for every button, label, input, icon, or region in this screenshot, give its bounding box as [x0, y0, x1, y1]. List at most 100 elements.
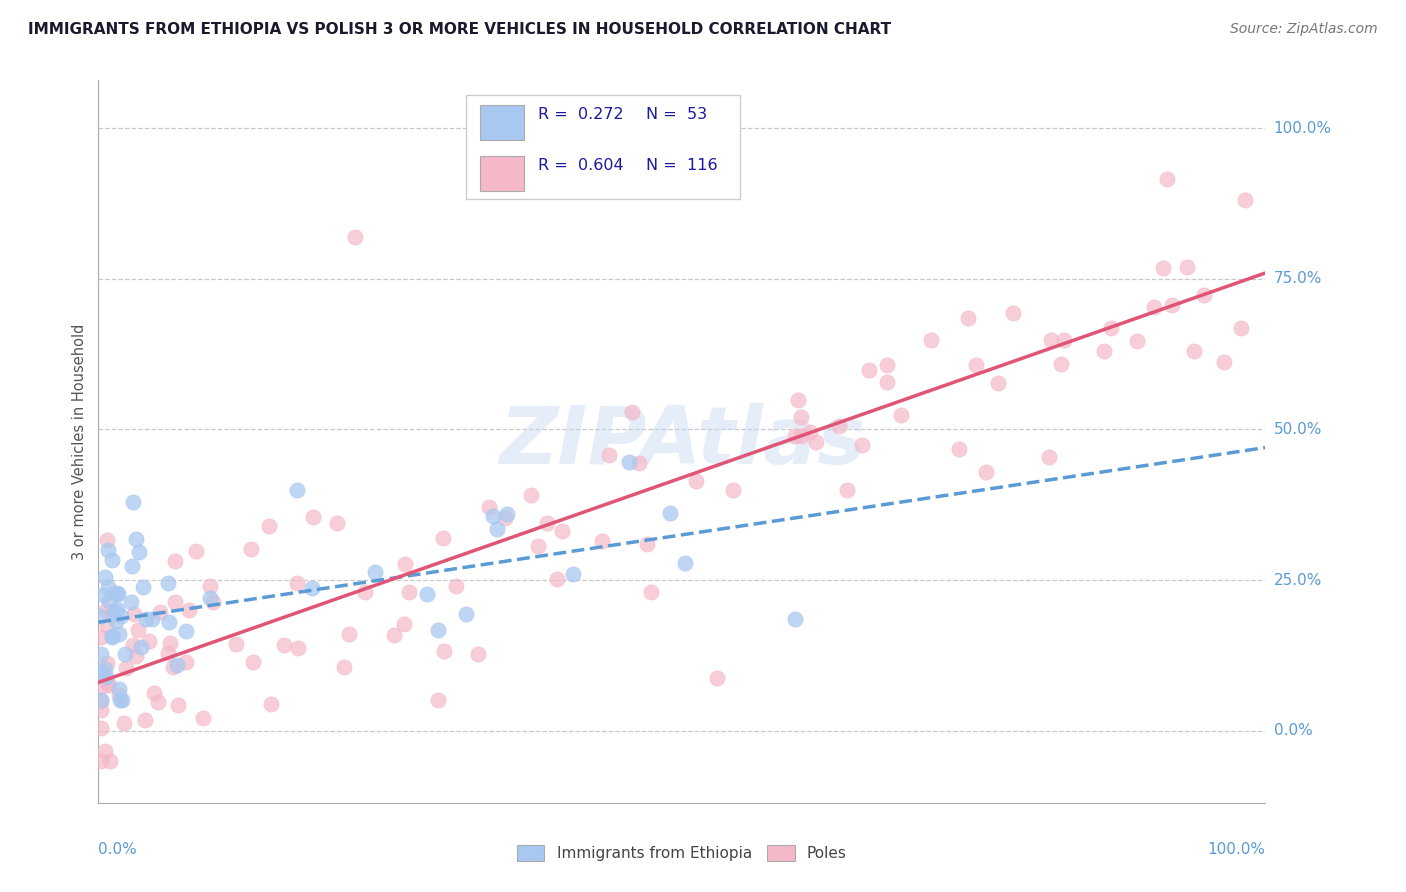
Text: N =  116: N = 116	[645, 159, 717, 173]
Point	[1160, 298, 1182, 312]
Text: N =  53: N = 53	[645, 107, 707, 122]
Point	[835, 483, 858, 497]
Point	[1156, 171, 1178, 186]
Point	[920, 333, 942, 347]
Point	[1143, 300, 1166, 314]
Point	[104, 604, 127, 618]
Point	[974, 465, 997, 479]
Point	[1050, 357, 1073, 371]
Point	[519, 488, 541, 502]
Point	[598, 448, 620, 462]
Point	[301, 581, 323, 595]
Point	[125, 532, 148, 546]
Point	[285, 575, 308, 590]
Point	[426, 693, 449, 707]
Point	[427, 623, 450, 637]
Point	[806, 435, 828, 450]
FancyBboxPatch shape	[465, 95, 741, 200]
Point	[659, 506, 682, 520]
Point	[1175, 260, 1198, 274]
Text: 50.0%: 50.0%	[1274, 422, 1322, 437]
Point	[105, 586, 128, 600]
Point	[156, 646, 179, 660]
Point	[1182, 344, 1205, 359]
Point	[159, 636, 181, 650]
Point	[121, 558, 143, 573]
Point	[467, 647, 489, 661]
Point	[90, 754, 112, 768]
Point	[114, 648, 136, 662]
FancyBboxPatch shape	[479, 156, 524, 191]
Text: 0.0%: 0.0%	[1274, 723, 1312, 738]
Point	[90, 647, 112, 661]
Point	[392, 617, 415, 632]
Point	[673, 556, 696, 570]
Point	[94, 744, 117, 758]
Point	[242, 655, 264, 669]
Point	[90, 703, 112, 717]
Point	[828, 419, 851, 434]
Point	[1002, 306, 1025, 320]
Point	[799, 425, 821, 439]
Point	[285, 483, 308, 497]
Point	[141, 612, 163, 626]
Point	[433, 644, 456, 658]
Point	[1038, 450, 1060, 464]
Point	[96, 580, 118, 594]
Point	[90, 680, 112, 694]
Point	[353, 585, 375, 599]
Point	[162, 660, 184, 674]
Point	[91, 588, 114, 602]
Point	[134, 713, 156, 727]
Point	[135, 612, 157, 626]
Point	[394, 557, 416, 571]
Point	[94, 570, 117, 584]
Point	[129, 640, 152, 654]
Point	[94, 670, 117, 684]
Point	[174, 624, 197, 638]
Point	[157, 615, 180, 630]
Text: 100.0%: 100.0%	[1208, 842, 1265, 856]
Point	[90, 664, 112, 678]
Point	[90, 694, 112, 708]
FancyBboxPatch shape	[479, 105, 524, 140]
Point	[1092, 343, 1115, 358]
Point	[94, 603, 117, 617]
Point	[138, 634, 160, 648]
Point	[337, 627, 360, 641]
Point	[104, 615, 127, 629]
Point	[97, 543, 120, 558]
Point	[591, 533, 613, 548]
Point	[1234, 193, 1257, 207]
Point	[456, 607, 478, 621]
Point	[98, 754, 121, 768]
Point	[432, 531, 454, 545]
Point	[1053, 334, 1076, 348]
Point	[101, 630, 124, 644]
Point	[790, 429, 813, 443]
Point	[124, 648, 146, 663]
Point	[956, 311, 979, 326]
Point	[110, 693, 132, 707]
Text: 100.0%: 100.0%	[1274, 121, 1331, 136]
Point	[620, 404, 643, 418]
Point	[90, 631, 112, 645]
Point	[225, 637, 247, 651]
Point	[1126, 334, 1149, 349]
Point	[948, 442, 970, 456]
Point	[202, 595, 225, 609]
Point	[146, 695, 169, 709]
Point	[783, 429, 806, 443]
Point	[143, 685, 166, 699]
Point	[858, 363, 880, 377]
Text: Source: ZipAtlas.com: Source: ZipAtlas.com	[1230, 22, 1378, 37]
Point	[179, 603, 201, 617]
Point	[166, 698, 188, 713]
Point	[90, 693, 112, 707]
Point	[239, 542, 262, 557]
Point	[398, 584, 420, 599]
Point	[96, 676, 118, 690]
Point	[364, 565, 387, 579]
Point	[783, 612, 806, 626]
Point	[482, 509, 505, 524]
